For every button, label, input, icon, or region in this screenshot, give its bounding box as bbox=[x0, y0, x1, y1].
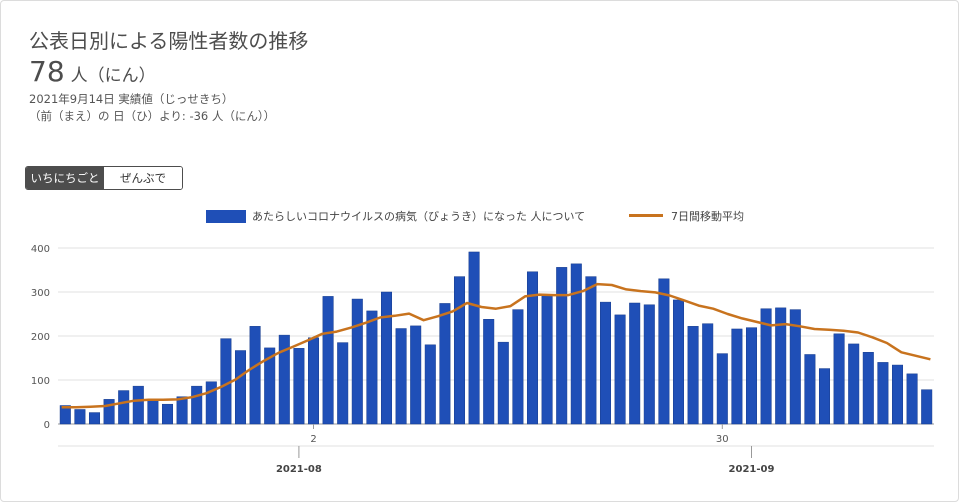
x-tick-label: 30 bbox=[716, 434, 729, 445]
bar bbox=[439, 303, 451, 425]
bar bbox=[322, 296, 334, 425]
bar bbox=[307, 337, 320, 425]
bar bbox=[658, 278, 670, 425]
bar bbox=[862, 352, 874, 425]
view-toggle: いちにちごと ぜんぶで bbox=[25, 166, 183, 190]
bar bbox=[760, 308, 772, 425]
bar bbox=[205, 381, 217, 425]
bar bbox=[556, 267, 568, 425]
bar bbox=[351, 298, 363, 425]
y-tick-label: 0 bbox=[44, 420, 50, 431]
bar bbox=[789, 309, 801, 425]
bar bbox=[410, 325, 422, 425]
bar bbox=[161, 403, 174, 425]
cumulative-toggle-button[interactable]: ぜんぶで bbox=[104, 167, 182, 189]
bar bbox=[395, 328, 407, 425]
bar bbox=[687, 326, 699, 425]
bar bbox=[366, 310, 378, 425]
bar bbox=[643, 304, 655, 425]
bar bbox=[234, 350, 247, 425]
bar bbox=[497, 341, 509, 425]
bar bbox=[293, 348, 305, 425]
bar bbox=[483, 319, 495, 425]
chart-title: 公表日別による陽性者数の推移 bbox=[29, 29, 309, 53]
bar bbox=[380, 291, 393, 425]
axes: 0 100 200 300 400 2 30 2021-08 2021-09 bbox=[31, 244, 934, 475]
bar bbox=[672, 299, 685, 425]
bar bbox=[526, 271, 539, 425]
bar bbox=[424, 344, 436, 425]
compare-line: （前（まえ）の 日（ひ）より: -36 人（にん）） bbox=[29, 109, 276, 123]
bar bbox=[264, 347, 276, 425]
month-label: 2021-08 bbox=[276, 464, 322, 475]
latest-value: 78 人（にん） bbox=[29, 55, 156, 88]
bar bbox=[88, 412, 101, 425]
bar bbox=[775, 307, 787, 425]
bar bbox=[614, 314, 626, 425]
bar bbox=[716, 353, 728, 425]
bar bbox=[74, 409, 86, 425]
bar bbox=[278, 334, 290, 425]
date-line: 2021年9月14日 実績値（じっせきち） bbox=[29, 92, 234, 106]
bar bbox=[585, 276, 597, 425]
bar bbox=[599, 301, 612, 425]
moving-average-line bbox=[61, 282, 931, 409]
y-tick-label: 100 bbox=[31, 376, 50, 387]
month-label: 2021-09 bbox=[729, 464, 775, 475]
bar bbox=[249, 326, 261, 425]
bar bbox=[59, 405, 71, 425]
bar bbox=[891, 364, 904, 425]
bar bbox=[921, 389, 933, 425]
bar bbox=[103, 399, 115, 425]
legend: あたらしいコロナウイルスの病気（びょうき）になった 人について 7日間移動平均 bbox=[206, 209, 744, 223]
y-tick-label: 300 bbox=[31, 288, 50, 299]
bar bbox=[702, 323, 714, 425]
bars bbox=[59, 251, 933, 425]
grid bbox=[58, 247, 934, 425]
bar bbox=[629, 302, 641, 425]
bar bbox=[176, 396, 188, 425]
daily-toggle-button[interactable]: いちにちごと bbox=[26, 167, 104, 189]
legend-line-swatch[interactable] bbox=[629, 214, 663, 217]
latest-unit: 人（にん） bbox=[70, 66, 156, 86]
bar bbox=[468, 251, 480, 425]
bar bbox=[512, 309, 524, 425]
bar bbox=[337, 342, 349, 425]
bar bbox=[833, 333, 845, 425]
legend-bar-swatch[interactable] bbox=[206, 210, 246, 223]
moving-average bbox=[61, 282, 931, 409]
y-tick-label: 400 bbox=[31, 244, 50, 255]
bar bbox=[877, 362, 889, 425]
latest-count: 78 bbox=[29, 55, 65, 88]
bar bbox=[745, 327, 758, 425]
x-tick-label: 2 bbox=[310, 434, 316, 445]
bar bbox=[848, 343, 860, 425]
bar bbox=[147, 399, 159, 425]
bar bbox=[906, 373, 918, 425]
bar bbox=[570, 263, 582, 425]
bar bbox=[132, 385, 144, 425]
bar bbox=[541, 294, 553, 425]
bar bbox=[191, 385, 203, 425]
bar bbox=[731, 328, 743, 425]
bar bbox=[818, 368, 831, 425]
bar bbox=[804, 354, 816, 425]
legend-bar-label[interactable]: あたらしいコロナウイルスの病気（びょうき）になった 人について bbox=[252, 209, 585, 223]
bar bbox=[453, 276, 466, 425]
legend-line-label[interactable]: 7日間移動平均 bbox=[671, 209, 744, 223]
bar bbox=[118, 390, 130, 425]
y-tick-label: 200 bbox=[31, 332, 50, 343]
